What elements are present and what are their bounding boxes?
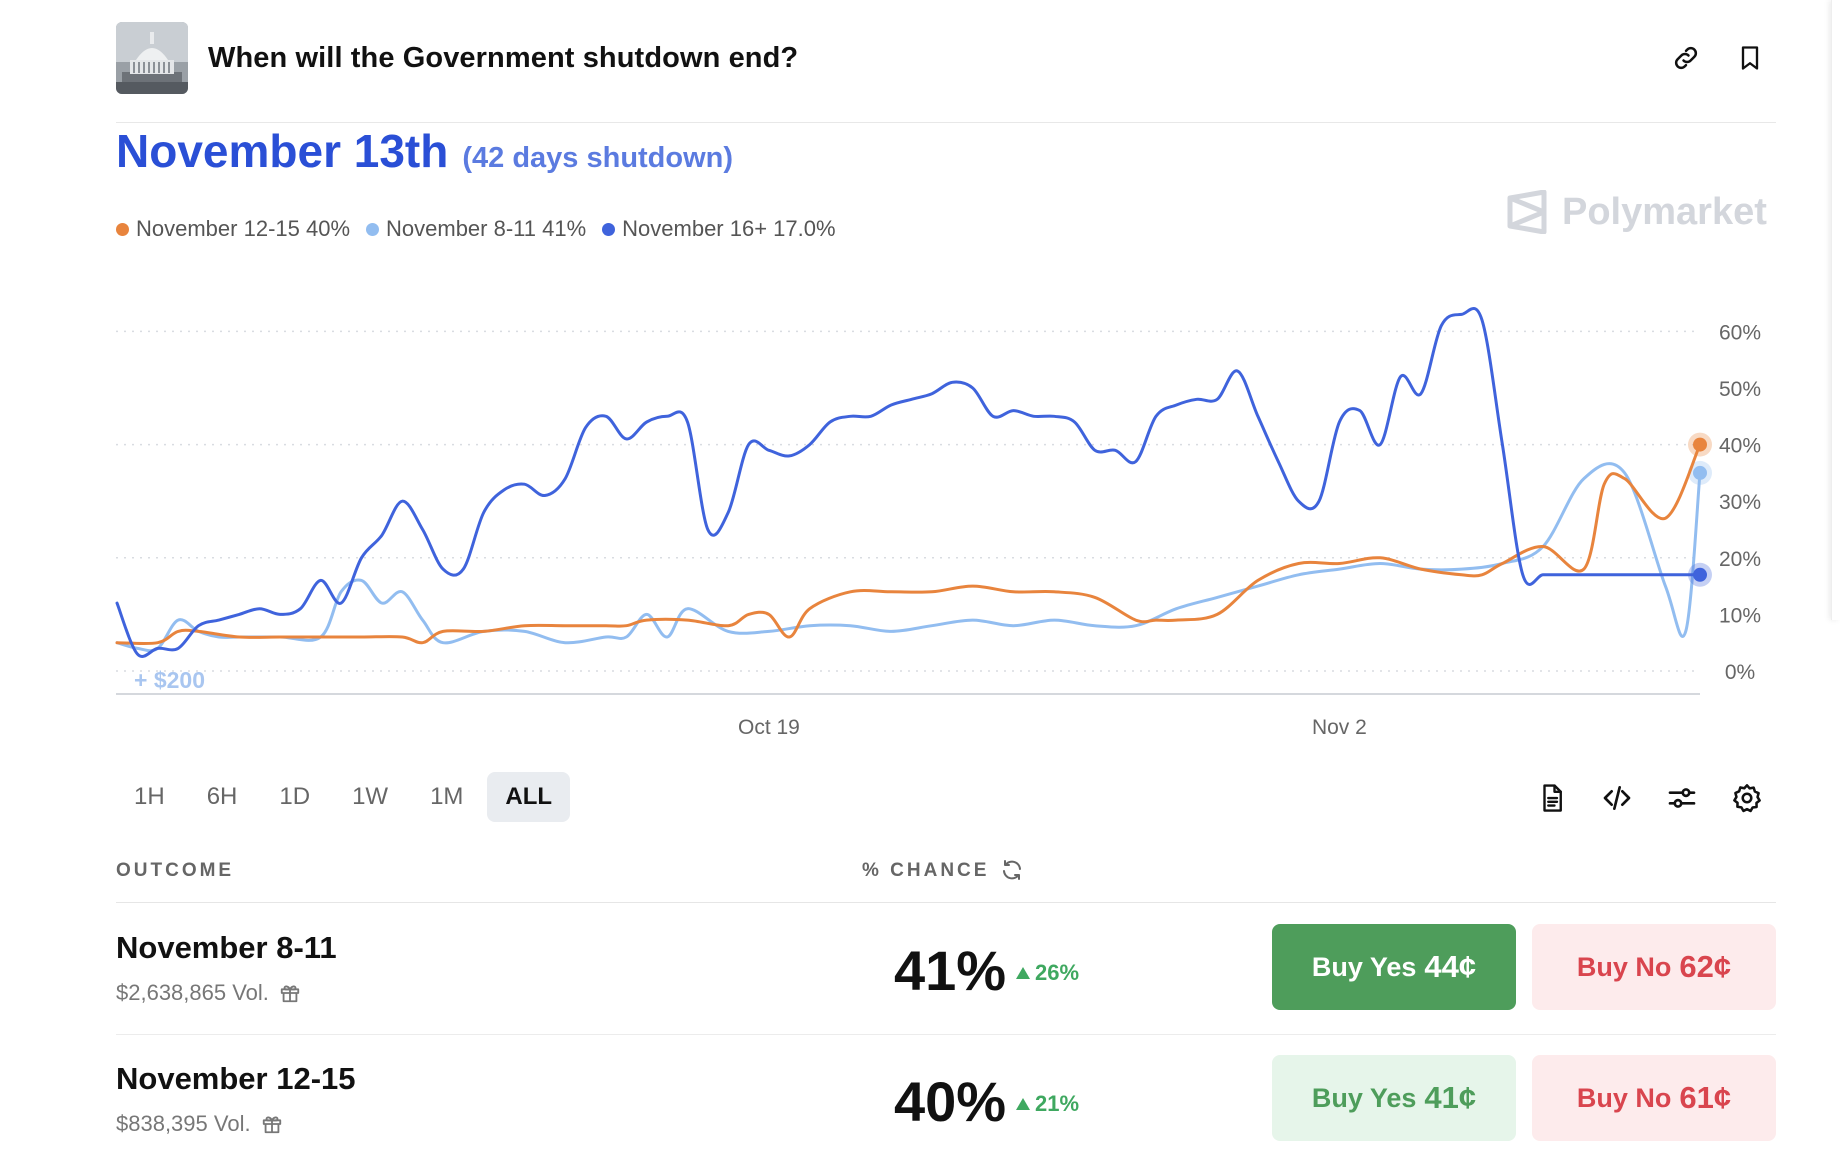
legend-label: November 12-15 40% (136, 216, 351, 241)
buy-yes-button[interactable]: Buy Yes 44¢ (1272, 924, 1516, 1010)
buy-yes-label: Buy Yes (1311, 951, 1417, 982)
time-range-selector: 1H 6H 1D 1W 1M ALL (116, 772, 571, 822)
buy-no-price: 61¢ (1679, 1080, 1732, 1115)
buy-yes-button[interactable]: Buy Yes 41¢ (1272, 1055, 1516, 1141)
outcomes-table-header: OUTCOME % CHANCE (116, 858, 1776, 903)
outcome-chance: 40% (894, 1070, 1007, 1133)
chance-change: 21% (1016, 1091, 1079, 1117)
range-1h-button[interactable]: 1H (116, 772, 183, 822)
series-line (115, 307, 1702, 658)
y-tick-label: 20% (1719, 548, 1761, 571)
link-icon[interactable] (1668, 40, 1704, 76)
up-triangle-icon (1016, 1098, 1030, 1110)
outcome-row[interactable]: November 8-11 $2,638,865 Vol. 41% 26% Bu… (116, 904, 1776, 1035)
market-title: When will the Government shutdown end? (208, 42, 799, 74)
outcome-volume: $2,638,865 Vol. (116, 980, 301, 1006)
legend-item: November 8-11 41% (366, 216, 586, 242)
range-all-button[interactable]: ALL (487, 772, 571, 822)
legend-item: November 16+ 17.0% (602, 216, 836, 242)
legend-label: November 16+ 17.0% (622, 216, 836, 241)
settings-gear-icon[interactable] (1727, 778, 1767, 818)
volume-text: $838,395 Vol. (116, 1111, 251, 1136)
y-tick-label: 10% (1719, 604, 1761, 627)
legend-dot (116, 222, 129, 236)
legend-item: November 12-15 40% (116, 216, 350, 242)
buy-no-button[interactable]: Buy No 62¢ (1532, 924, 1776, 1010)
leading-outcome-name: November 13th (116, 125, 449, 177)
legend-dot (602, 222, 616, 236)
range-1m-button[interactable]: 1M (412, 772, 481, 822)
outcome-name: November 8-11 (116, 930, 337, 965)
y-tick-label: 60% (1719, 321, 1761, 344)
y-tick-label: 30% (1719, 491, 1761, 514)
leading-outcome: November 13th (42 days shutdown) (116, 124, 733, 178)
sliders-icon[interactable] (1662, 778, 1702, 818)
range-6h-button[interactable]: 6H (189, 772, 256, 822)
capitol-thumbnail (116, 22, 188, 94)
chance-column-header: % CHANCE (862, 860, 990, 881)
chance-change-value: 21% (1035, 1091, 1080, 1116)
series-end-marker (1693, 465, 1707, 480)
series-end-marker (1693, 567, 1707, 582)
y-tick-label: 0% (1725, 661, 1755, 684)
buy-no-label: Buy No (1576, 951, 1672, 982)
polymarket-watermark: Polymarket (1506, 190, 1767, 234)
y-tick-label: 40% (1719, 435, 1761, 458)
y-tick-label: 50% (1719, 378, 1761, 401)
x-tick-label: Oct 19 (738, 716, 800, 739)
x-tick-label: Nov 2 (1312, 716, 1367, 739)
side-panel-edge (1831, 0, 1840, 620)
gift-icon (280, 985, 300, 1003)
price-chart[interactable]: 60% 50% 40% 30% 20% 10% 0% Oct 19 Nov 2 + $200 (0, 0, 1840, 760)
outcome-name: November 12-15 (116, 1061, 356, 1096)
legend-label: November 8-11 41% (386, 216, 587, 241)
buy-yes-price: 44¢ (1424, 949, 1477, 984)
refresh-icon[interactable] (1000, 858, 1024, 887)
up-triangle-icon (1016, 967, 1030, 979)
leading-outcome-duration: (42 days shutdown) (462, 142, 734, 174)
buy-yes-price: 41¢ (1424, 1080, 1477, 1115)
series-end-marker (1693, 437, 1707, 452)
gift-icon (262, 1116, 281, 1134)
bookmark-icon[interactable] (1732, 40, 1768, 76)
series-line (115, 443, 1702, 646)
profit-annotation: + $200 (134, 667, 205, 693)
buy-no-price: 62¢ (1679, 949, 1732, 984)
legend-dot (366, 222, 380, 236)
chance-change: 26% (1016, 960, 1079, 986)
embed-code-icon[interactable] (1597, 778, 1637, 818)
buy-yes-label: Buy Yes (1311, 1082, 1417, 1113)
outcome-volume: $838,395 Vol. (116, 1111, 283, 1137)
polymarket-logo-icon (1507, 190, 1547, 234)
range-1d-button[interactable]: 1D (261, 772, 328, 822)
document-icon[interactable] (1532, 778, 1572, 818)
chart-legend: November 12-15 40% November 8-11 41% Nov… (116, 216, 836, 242)
volume-text: $2,638,865 Vol. (116, 980, 269, 1005)
range-1w-button[interactable]: 1W (334, 772, 406, 822)
outcome-column-header: OUTCOME (116, 860, 235, 881)
watermark-text: Polymarket (1562, 190, 1767, 233)
chance-change-value: 26% (1035, 960, 1080, 985)
buy-no-label: Buy No (1576, 1082, 1672, 1113)
market-header: When will the Government shutdown end? (116, 22, 1776, 123)
outcome-chance: 41% (894, 939, 1007, 1002)
outcome-row[interactable]: November 12-15 $838,395 Vol. 40% 21% Buy… (116, 1035, 1776, 1165)
buy-no-button[interactable]: Buy No 61¢ (1532, 1055, 1776, 1141)
